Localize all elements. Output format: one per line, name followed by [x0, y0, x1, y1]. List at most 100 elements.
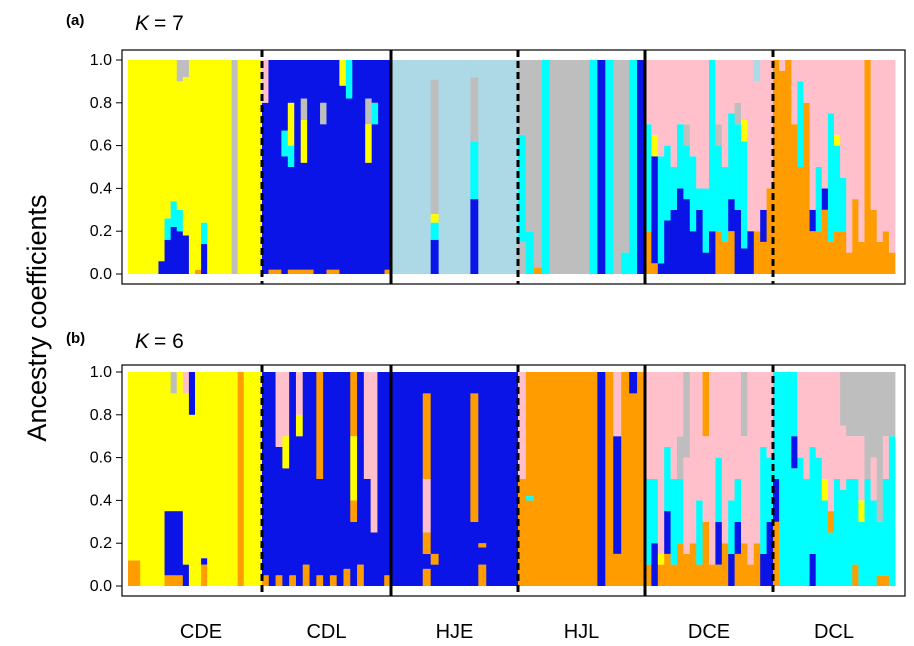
- ancestry-bar-segment: [821, 479, 829, 501]
- ancestry-bar-segment: [760, 60, 767, 210]
- ancestry-bar-segment: [478, 60, 487, 274]
- ancestry-bar-segment: [670, 60, 678, 167]
- ancestry-bar-segment: [478, 547, 487, 565]
- ancestry-bar-segment: [275, 575, 283, 586]
- ancestry-bar-segment: [430, 60, 440, 80]
- ancestry-bar-segment: [378, 60, 385, 274]
- ancestry-bar-segment: [728, 500, 735, 554]
- ancestry-bar-segment: [231, 60, 239, 274]
- ancestry-bar-segment: [876, 575, 884, 586]
- ancestry-bar-segment: [852, 479, 859, 565]
- ancestry-bar-segment: [791, 468, 798, 586]
- ancestry-bar-segment: [300, 162, 308, 270]
- population-label: DCL: [814, 621, 854, 643]
- ancestry-bar-segment: [858, 372, 865, 437]
- y-tick-label: 0.4: [90, 492, 112, 509]
- ancestry-bar-segment: [422, 393, 432, 479]
- ancestry-bar-segment: [201, 372, 208, 559]
- ancestry-bar-segment: [773, 521, 780, 586]
- ancestry-bar-segment: [689, 372, 697, 544]
- ancestry-bar-segment: [365, 124, 373, 163]
- ancestry-bar-segment: [702, 436, 710, 522]
- y-tick-label: 0.4: [90, 180, 112, 197]
- ancestry-bar-segment: [734, 102, 742, 125]
- ancestry-bar-segment: [734, 372, 742, 479]
- ancestry-bar-segment: [734, 60, 742, 103]
- ancestry-bar-segment: [320, 60, 327, 103]
- ancestry-bar-segment: [715, 60, 723, 125]
- ancestry-bar-segment: [309, 372, 317, 586]
- ancestry-bar-segment: [176, 575, 184, 586]
- ancestry-bar-segment: [350, 500, 358, 522]
- ancestry-bar-segment: [231, 372, 239, 586]
- ancestry-bar-segment: [565, 372, 574, 586]
- ancestry-bar-segment: [406, 372, 416, 586]
- ancestry-bar-segment: [689, 543, 697, 586]
- ancestry-bar-segment: [605, 60, 614, 274]
- ancestry-bar-segment: [696, 188, 703, 210]
- ancestry-bar-segment: [525, 372, 535, 497]
- ancestry-bar-segment: [307, 60, 314, 270]
- panel-b-k-value: = 6: [154, 330, 184, 353]
- ancestry-bar-segment: [377, 372, 385, 586]
- y-tick-label: 0.6: [90, 450, 112, 467]
- ancestry-bar-segment: [864, 479, 871, 586]
- ancestry-bar-segment: [840, 372, 847, 426]
- ancestry-bar-segment: [182, 393, 190, 565]
- ancestry-bar-segment: [876, 521, 884, 576]
- ancestry-bar-segment: [581, 372, 590, 586]
- y-axis-label: Ancestry coefficients: [22, 194, 52, 441]
- ancestry-bar-segment: [289, 372, 297, 576]
- ancestry-bar-segment: [343, 372, 351, 569]
- ancestry-bar-segment: [316, 575, 324, 586]
- ancestry-bar-segment: [821, 188, 829, 210]
- ancestry-bar-segment: [326, 60, 334, 270]
- ancestry-bar-segment: [391, 60, 400, 274]
- ancestry-bar-segment: [152, 372, 159, 586]
- ancestry-bar-segment: [870, 209, 878, 274]
- ancestry-bar-segment: [430, 372, 440, 554]
- panel-a-letter: (a): [66, 12, 84, 29]
- ancestry-bar-segment: [834, 372, 841, 479]
- ancestry-bar-segment: [134, 372, 141, 561]
- ancestry-bar-segment: [329, 372, 338, 576]
- ancestry-bar-segment: [741, 119, 748, 142]
- ancestry-bar-segment: [237, 372, 245, 586]
- ancestry-bar-segment: [275, 372, 283, 447]
- panel-a-k-value: = 7: [154, 12, 184, 35]
- ancestry-bar-segment: [852, 60, 859, 200]
- ancestry-bar-segment: [358, 60, 366, 274]
- population-label: DCE: [688, 621, 730, 643]
- ancestry-bar-segment: [345, 98, 353, 275]
- panel-a-k-label: K = 7: [135, 12, 184, 35]
- ancestry-bar-segment: [128, 372, 135, 561]
- ancestry-bar-segment: [683, 124, 691, 146]
- ancestry-bar-segment: [573, 372, 582, 586]
- ancestry-bar-segment: [302, 564, 310, 586]
- ancestry-bar-segment: [182, 77, 190, 236]
- ancestry-bar-segment: [677, 60, 684, 125]
- ancestry-bar-segment: [281, 130, 289, 157]
- ancestry-bar-segment: [840, 231, 847, 274]
- population-label: CDE: [180, 621, 222, 643]
- ancestry-bar-segment: [422, 479, 432, 533]
- ancestry-bar-segment: [864, 60, 871, 274]
- ancestry-bar-segment: [541, 372, 551, 586]
- ancestry-bar-segment: [195, 60, 202, 270]
- ancestry-bar-segment: [195, 269, 202, 274]
- panel-b-k-label: K = 6: [135, 330, 184, 353]
- ancestry-bar-segment: [637, 372, 646, 586]
- ancestry-bar-segment: [384, 60, 392, 270]
- ancestry-bar-segment: [834, 479, 841, 586]
- ancestry-bar-segment: [370, 372, 378, 533]
- ancestry-bar-segment: [821, 209, 829, 274]
- ancestry-bar-segment: [664, 553, 671, 586]
- ancestry-bar-segment: [683, 372, 691, 458]
- population-label: CDL: [306, 621, 346, 643]
- ancestry-bar-segment: [670, 372, 678, 479]
- ancestry-bar-segment: [219, 60, 226, 274]
- ancestry-bar-segment: [803, 102, 810, 274]
- ancestry-bar-segment: [295, 436, 304, 586]
- ancestry-bar-segment: [176, 81, 184, 210]
- ancestry-bar-segment: [170, 201, 178, 227]
